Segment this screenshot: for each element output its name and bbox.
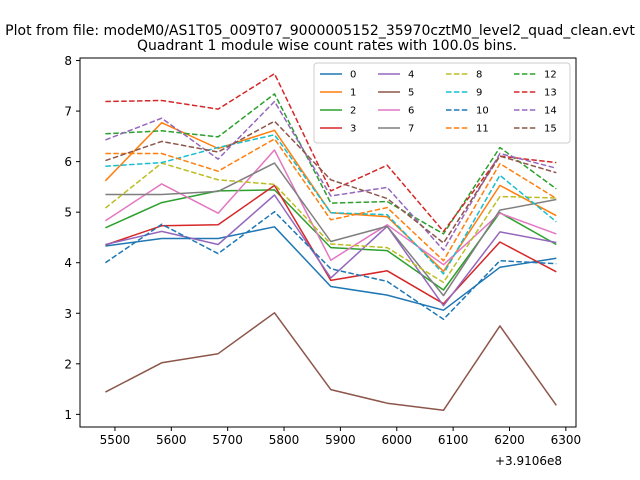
series-line-11	[105, 138, 557, 262]
y-axis: 1 2 3 4 5 6 7 8	[64, 54, 80, 422]
x-tick-label: 6100	[438, 433, 469, 447]
series-line-15	[105, 120, 557, 244]
series-line-9	[105, 134, 557, 275]
x-tick-label: 6300	[551, 433, 582, 447]
series-line-0	[105, 226, 557, 311]
legend-label-13: 13	[544, 88, 557, 99]
x-tick-label: 5700	[212, 433, 243, 447]
legend-label-14: 14	[544, 106, 557, 117]
x-tick-label: 6200	[494, 433, 525, 447]
y-tick-label: 8	[64, 54, 72, 68]
chart-title: Quadrant 1 module wise count rates with …	[137, 38, 517, 54]
legend-label-0: 0	[350, 70, 356, 81]
y-tick-label: 1	[64, 408, 72, 422]
x-tick-label: 5900	[325, 433, 356, 447]
y-tick-label: 5	[64, 206, 72, 220]
series-line-14	[105, 100, 557, 251]
figure-suptitle: Plot from file: modeM0/AS1T05_009T07_900…	[5, 23, 635, 39]
legend-frame	[313, 62, 571, 144]
series-line-5	[105, 312, 557, 412]
x-tick-label: 6000	[381, 433, 412, 447]
series-line-4	[105, 194, 557, 307]
x-axis-offset-label: +3.9106e8	[495, 454, 562, 468]
y-tick-label: 6	[64, 155, 72, 169]
y-tick-label: 3	[64, 307, 72, 321]
x-tick-label: 5800	[269, 433, 300, 447]
x-axis: 5500 5600 5700 5800 5900 6000 6100 6200 6300	[100, 427, 581, 447]
legend-label-7: 7	[408, 124, 414, 135]
plot-area-frame	[79, 57, 577, 428]
legend-label-9: 9	[476, 88, 482, 99]
y-tick-label: 4	[64, 256, 72, 270]
series-line-3	[105, 184, 557, 305]
series-line-12	[105, 93, 557, 235]
series-layer	[104, 72, 557, 412]
legend-label-10: 10	[476, 106, 489, 117]
legend-label-8: 8	[476, 70, 482, 81]
legend-label-4: 4	[408, 70, 414, 81]
series-line-8	[104, 162, 557, 284]
x-tick-label: 5500	[100, 433, 131, 447]
legend-label-5: 5	[408, 88, 414, 99]
legend-label-12: 12	[544, 70, 557, 81]
series-line-13	[105, 72, 557, 233]
legend-label-15: 15	[544, 124, 557, 135]
y-tick-label: 2	[64, 357, 72, 371]
x-tick-label: 5600	[156, 433, 187, 447]
series-line-10	[104, 210, 557, 321]
series-line-7	[105, 162, 557, 297]
series-line-1	[104, 121, 557, 273]
legend-label-3: 3	[350, 124, 356, 135]
legend-label-2: 2	[350, 106, 356, 117]
y-tick-label: 7	[64, 105, 72, 119]
legend-label-1: 1	[350, 88, 356, 99]
legend-label-6: 6	[408, 106, 414, 117]
legend-label-11: 11	[476, 124, 489, 135]
